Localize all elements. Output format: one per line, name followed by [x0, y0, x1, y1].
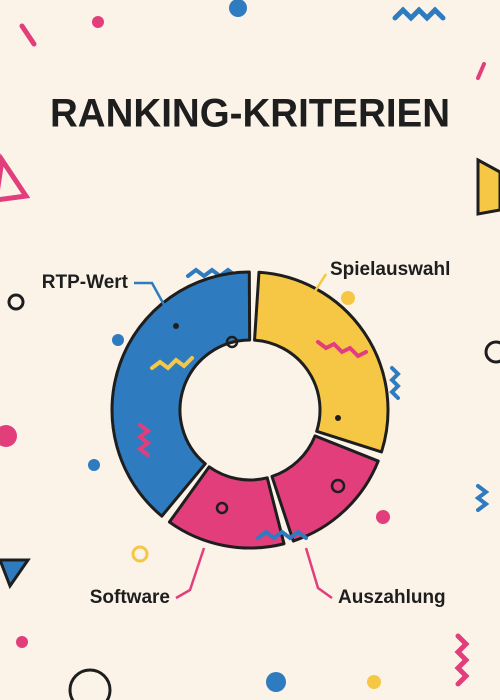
segment-label: Software	[90, 587, 170, 608]
donut-segment	[253, 270, 390, 454]
segment-label: RTP-Wert	[42, 272, 129, 293]
leader-line	[134, 281, 170, 313]
leader-line	[304, 547, 333, 600]
segment-label: Auszahlung	[338, 587, 446, 608]
leader-line	[310, 273, 328, 297]
segment-decor	[136, 323, 368, 541]
donut-segment	[270, 434, 380, 543]
leader-line	[175, 547, 206, 600]
chart-title: RANKING-KRITERIEN	[50, 92, 450, 136]
segment-label: Spielauswahl	[330, 259, 450, 280]
